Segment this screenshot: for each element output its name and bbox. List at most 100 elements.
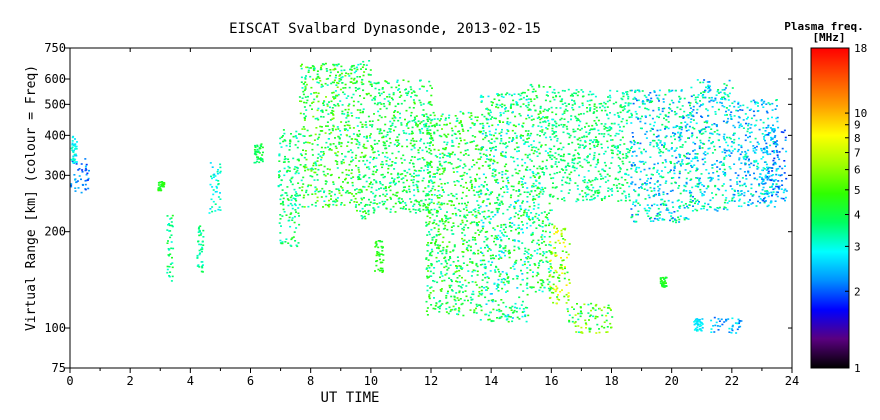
data-point <box>643 188 646 190</box>
data-point <box>419 132 422 134</box>
data-point <box>374 165 377 168</box>
data-point <box>708 97 711 99</box>
data-point <box>625 122 628 125</box>
data-point <box>553 132 556 135</box>
data-point <box>491 124 494 127</box>
data-point <box>492 299 495 301</box>
data-point <box>578 153 580 156</box>
data-point <box>725 155 728 157</box>
data-cluster <box>196 225 205 273</box>
data-point <box>417 209 420 211</box>
data-point <box>168 265 171 268</box>
data-point <box>508 306 511 309</box>
data-point <box>358 130 361 132</box>
data-point <box>466 149 469 151</box>
data-point <box>301 128 304 130</box>
data-point <box>322 154 325 156</box>
data-point <box>458 265 461 267</box>
data-point <box>542 281 545 284</box>
data-point <box>445 302 448 305</box>
data-point <box>631 181 634 183</box>
data-point <box>464 142 467 145</box>
data-point <box>520 134 523 136</box>
data-point <box>490 257 492 260</box>
data-point <box>211 166 214 168</box>
data-point <box>494 132 497 134</box>
data-point <box>423 204 426 206</box>
data-point <box>408 208 411 211</box>
data-point <box>466 249 469 252</box>
data-point <box>323 152 325 155</box>
data-point <box>598 331 601 334</box>
data-point <box>359 133 361 136</box>
data-point <box>559 158 562 161</box>
data-point <box>211 206 214 208</box>
data-point <box>455 267 458 269</box>
data-point <box>687 218 690 220</box>
data-point <box>584 145 587 147</box>
data-point <box>284 140 287 142</box>
data-point <box>285 144 288 147</box>
data-point <box>510 230 513 232</box>
data-point <box>653 194 656 196</box>
data-point <box>367 115 370 118</box>
data-point <box>427 203 429 206</box>
data-point <box>723 206 726 208</box>
data-point <box>694 96 697 99</box>
data-point <box>506 170 509 172</box>
data-point <box>524 169 527 171</box>
data-point <box>74 154 77 157</box>
data-point <box>298 215 300 217</box>
data-point <box>494 170 497 173</box>
data-point <box>608 129 611 131</box>
data-point <box>567 192 570 194</box>
data-point <box>687 152 690 154</box>
data-point <box>676 106 679 109</box>
data-point <box>678 176 681 179</box>
data-point <box>498 244 501 246</box>
data-point <box>410 96 412 98</box>
data-point <box>433 194 436 196</box>
data-point <box>504 156 507 158</box>
data-point <box>465 295 468 298</box>
data-point <box>332 181 335 183</box>
data-point <box>456 297 459 299</box>
data-point <box>354 87 357 89</box>
data-point <box>625 153 628 155</box>
data-point <box>289 139 292 141</box>
data-point <box>723 158 726 160</box>
data-point <box>622 106 625 108</box>
data-point <box>493 237 496 240</box>
data-point <box>415 140 418 142</box>
data-point <box>398 133 401 136</box>
data-point <box>548 235 551 238</box>
data-point <box>563 112 566 114</box>
data-point <box>624 105 627 107</box>
data-point <box>407 127 410 129</box>
data-point <box>290 238 293 241</box>
data-point <box>397 119 400 122</box>
data-point <box>548 271 551 273</box>
data-point <box>489 249 492 251</box>
data-point <box>557 161 560 163</box>
data-point <box>386 199 389 201</box>
data-point <box>384 80 387 82</box>
data-point <box>517 146 520 148</box>
data-point <box>397 84 400 87</box>
data-point <box>599 106 601 109</box>
data-point <box>617 178 620 181</box>
data-point <box>665 135 668 137</box>
data-point <box>542 261 545 263</box>
data-point <box>678 95 681 98</box>
data-point <box>546 128 549 130</box>
data-point <box>497 258 500 260</box>
data-point <box>507 182 510 184</box>
data-point <box>592 141 595 143</box>
data-point <box>459 214 462 217</box>
data-point <box>425 209 428 211</box>
data-point <box>440 304 442 307</box>
data-point <box>679 215 682 217</box>
data-point <box>702 185 705 187</box>
data-point <box>409 86 412 88</box>
data-point <box>494 149 497 151</box>
